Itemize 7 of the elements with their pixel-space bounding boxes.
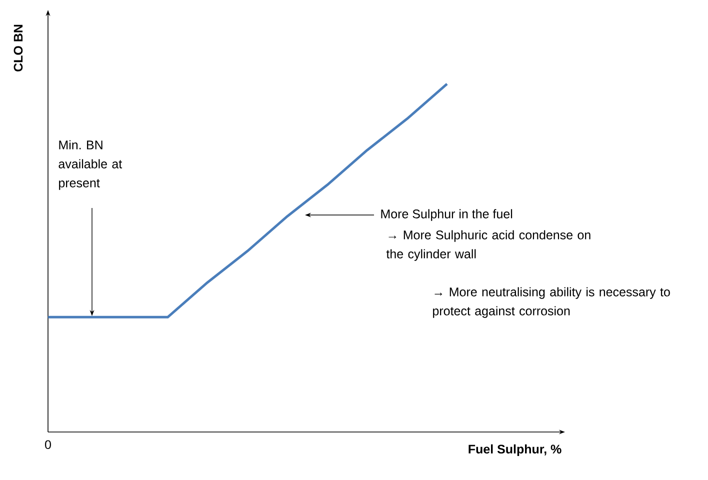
annotation: → More Sulphuric acid condense on the cylinder wall	[386, 230, 590, 261]
annotation: More Sulphur in the fuel	[381, 209, 512, 221]
annotation: → More neutralising ability is necessary to protect against corrosion	[433, 287, 670, 318]
x-axis-title: Fuel Sulphur, %	[468, 444, 562, 456]
annotation: Min. BN available at present	[58, 140, 122, 190]
text: 0	[45, 440, 51, 450]
y-axis-title: CLO BN	[14, 24, 23, 72]
